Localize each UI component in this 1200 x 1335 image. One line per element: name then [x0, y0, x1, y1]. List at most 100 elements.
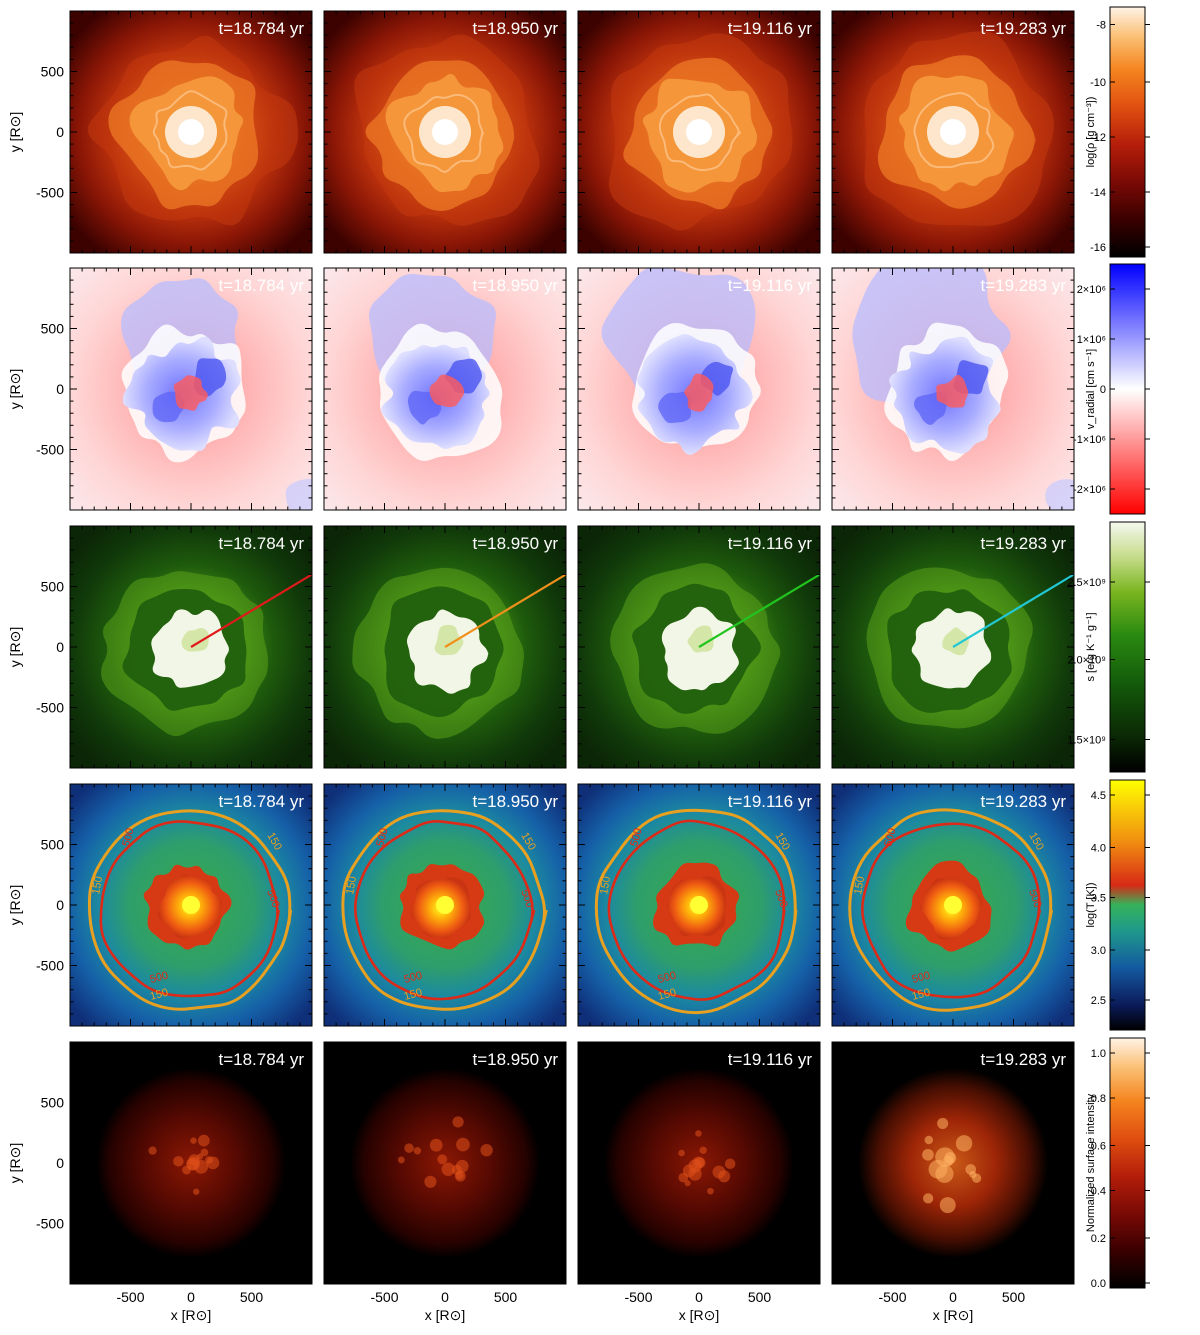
colorbar-label: log(T [K]): [1085, 882, 1097, 927]
panel-ticks: [578, 1042, 820, 1284]
panel-ticks: [832, 1042, 1074, 1284]
y-axis-label: y [R⊙]: [7, 885, 23, 926]
y-tick-label: -500: [36, 700, 64, 716]
field-image: [578, 11, 820, 253]
contour-label: 500: [657, 970, 678, 986]
time-label: t=19.116 yr: [728, 534, 813, 553]
field-image: [578, 268, 820, 510]
colorbar-tick-label: 0.0: [1091, 1278, 1106, 1290]
panel-vradial-2: t=18.950 yr: [323, 267, 567, 511]
colorbar-tick-label: -10: [1090, 77, 1106, 89]
colorbar-tick-label: -16: [1090, 242, 1106, 254]
ray-line: [698, 573, 820, 648]
y-axis-label: y [R⊙]: [7, 627, 23, 668]
colorbar-tick-label: 1.5×10⁹: [1067, 735, 1106, 747]
panel-vradial-4: t=19.283 yr: [831, 267, 1075, 511]
y-tick-label: 500: [41, 321, 65, 337]
panel-ticks: [324, 1042, 566, 1284]
axis-labels: 500 0 -500 y [R⊙] 500 0 -500 y [R⊙] 500 0 -500 y [R…: [7, 64, 1025, 1324]
ray-line: [444, 573, 566, 648]
contour-150: [594, 808, 798, 1015]
panel-intensity-4: t=19.283 yr: [831, 1041, 1075, 1285]
contour-label: 150: [149, 987, 170, 1003]
time-label: t=18.784 yr: [218, 19, 304, 38]
y-tick-label: -500: [36, 442, 64, 458]
panel-ticks: [832, 11, 1074, 253]
y-tick-label: -500: [36, 1216, 64, 1232]
x-tick-label: -500: [624, 1289, 652, 1305]
time-label: t=19.116 yr: [728, 1050, 813, 1069]
time-label: t=19.283 yr: [980, 792, 1066, 811]
field-image: [70, 268, 312, 510]
x-tick-label: 500: [748, 1289, 772, 1305]
panel-vradial-1: t=18.784 yr: [69, 267, 313, 511]
x-tick-label: 500: [1002, 1289, 1026, 1305]
colorbar-tick-label: -2×10⁶: [1073, 484, 1106, 496]
panel-intensity-1: t=18.784 yr: [69, 1041, 313, 1285]
panel-intensity-2: t=18.950 yr: [323, 1041, 567, 1285]
contour-500: [607, 819, 786, 1001]
field-image: [832, 526, 1074, 768]
time-label: t=19.283 yr: [980, 1050, 1066, 1069]
field-image: [578, 1042, 820, 1284]
colorbar-tick-label: 3.5: [1091, 893, 1106, 905]
y-tick-label: 0: [56, 639, 64, 655]
x-tick-label: 0: [441, 1289, 449, 1305]
field-image: [578, 526, 820, 768]
panel-ticks: [578, 526, 820, 768]
contour-label: 500: [264, 888, 282, 909]
time-label: t=19.116 yr: [728, 19, 813, 38]
contour-label: 500: [149, 970, 170, 986]
time-label: t=18.950 yr: [472, 792, 558, 811]
panel-ticks: [324, 11, 566, 253]
x-tick-label: -500: [116, 1289, 144, 1305]
panel-ticks: [324, 784, 566, 1026]
contour-label: 500: [911, 970, 932, 986]
contour-label: 500: [772, 888, 790, 909]
contour-label: 150: [852, 875, 867, 895]
field-image: [70, 1042, 312, 1284]
contour-label: 150: [598, 875, 613, 895]
ray-line: [190, 573, 312, 648]
colorbar-vradial: 2×10⁶ 1×10⁶ 0 -1×10⁶ -2×10⁶ v_radial [cm s⁻¹]: [1073, 263, 1150, 515]
time-label: t=18.950 yr: [472, 276, 558, 295]
contour-label: 500: [518, 888, 536, 909]
panel-entropy-4: t=19.283 yr: [831, 525, 1075, 769]
x-tick-label: -500: [370, 1289, 398, 1305]
colorbar-entropy: 2.5×10⁹ 2.0×10⁹ 1.5×10⁹ s [erg K⁻¹ g⁻¹]: [1067, 521, 1150, 773]
colorbar-gradient: [1109, 779, 1146, 1031]
time-label: t=19.283 yr: [980, 276, 1066, 295]
contour-150: [341, 809, 548, 1011]
ray-line: [952, 573, 1074, 648]
y-axis-label: y [R⊙]: [7, 112, 23, 153]
contour-label: 500: [403, 970, 424, 986]
time-label: t=19.283 yr: [980, 534, 1066, 553]
contour-label: 500: [120, 827, 136, 848]
panel-ticks: [578, 784, 820, 1026]
time-label: t=18.950 yr: [472, 19, 558, 38]
colorbar-tick-label: 0.6: [1091, 1141, 1106, 1153]
panel-ticks: [70, 526, 312, 768]
colorbar-tick-label: 0.4: [1091, 1186, 1106, 1198]
contour-label: 500: [882, 827, 898, 848]
colorbar-tick-label: -12: [1090, 132, 1106, 144]
panel-entropy-1: t=18.784 yr: [69, 525, 313, 769]
time-label: t=18.784 yr: [218, 792, 304, 811]
contour-label: 150: [657, 987, 678, 1003]
y-axis-label: y [R⊙]: [7, 1143, 23, 1184]
colorbar-tick-label: 2×10⁶: [1077, 284, 1106, 296]
y-tick-label: 500: [41, 837, 65, 853]
y-tick-label: 0: [56, 124, 64, 140]
field-image: [324, 11, 566, 253]
colorbar-tick-label: 3.0: [1091, 945, 1106, 957]
panel-grid: t=18.784 yr t=18.950 yr t=19.116 yr t=19.28…: [69, 10, 1075, 1285]
panel-entropy-2: t=18.950 yr: [323, 525, 567, 769]
contour-500: [353, 820, 536, 1001]
field-image: [70, 526, 312, 768]
